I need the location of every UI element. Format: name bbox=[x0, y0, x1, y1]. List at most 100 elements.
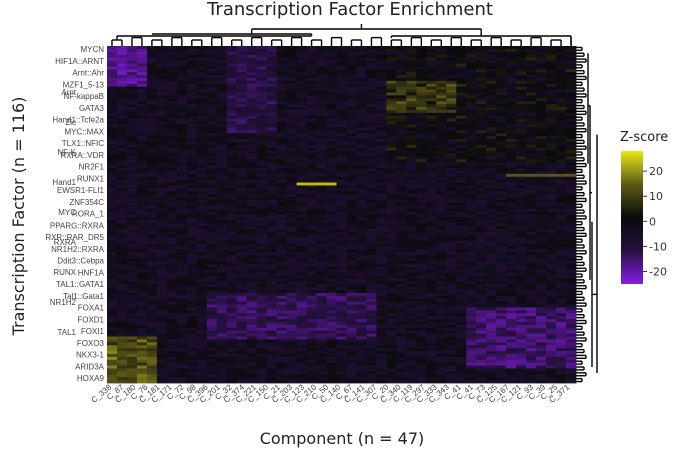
heatmap-cell bbox=[326, 260, 337, 265]
heatmap-cell bbox=[356, 191, 367, 195]
heatmap-cell bbox=[536, 124, 547, 128]
heatmap-cell bbox=[107, 83, 118, 88]
heatmap-cell bbox=[546, 211, 557, 215]
heatmap-cell bbox=[506, 324, 517, 329]
heatmap-cell bbox=[136, 159, 148, 163]
heatmap-cell bbox=[216, 182, 228, 186]
heatmap-cell bbox=[466, 255, 477, 259]
heatmap-cell bbox=[386, 127, 397, 131]
heatmap-cell bbox=[166, 109, 178, 114]
heatmap-cell bbox=[436, 298, 447, 303]
heatmap-cell bbox=[456, 60, 467, 64]
heatmap-cell bbox=[136, 321, 148, 326]
heatmap-cell bbox=[446, 301, 457, 305]
heatmap-cell bbox=[486, 313, 497, 317]
heatmap-cell bbox=[476, 260, 487, 265]
heatmap-cell bbox=[116, 255, 128, 259]
heatmap-cell bbox=[456, 98, 467, 102]
heatmap-cell bbox=[436, 208, 447, 212]
heatmap-cell bbox=[216, 109, 228, 114]
heatmap-cell bbox=[416, 147, 427, 151]
heatmap-cell bbox=[306, 153, 317, 157]
heatmap-cell bbox=[506, 295, 517, 300]
heatmap-cell bbox=[107, 275, 118, 279]
heatmap-cell bbox=[516, 188, 527, 192]
heatmap-cell bbox=[126, 292, 138, 297]
heatmap-cell bbox=[466, 179, 477, 183]
heatmap-cell bbox=[526, 144, 537, 149]
heatmap-cell bbox=[436, 51, 447, 56]
heatmap-cell bbox=[376, 89, 387, 93]
heatmap-cell bbox=[236, 153, 248, 157]
heatmap-cell bbox=[286, 162, 297, 166]
heatmap-cell bbox=[246, 226, 258, 230]
heatmap-cell bbox=[176, 104, 188, 108]
heatmap-cell bbox=[296, 63, 307, 67]
heatmap-cell bbox=[336, 333, 347, 337]
heatmap-cell bbox=[476, 95, 487, 99]
heatmap-cell bbox=[486, 237, 497, 242]
heatmap-cell bbox=[216, 179, 228, 183]
heatmap-cell bbox=[436, 226, 447, 230]
heatmap-cell bbox=[316, 330, 327, 335]
heatmap-cell bbox=[396, 307, 407, 311]
heatmap-cell bbox=[496, 269, 507, 274]
heatmap-cell bbox=[226, 226, 238, 230]
heatmap-cell bbox=[456, 156, 467, 160]
heatmap-cell bbox=[556, 287, 567, 291]
heatmap-cell bbox=[516, 260, 527, 265]
heatmap-cell bbox=[136, 98, 148, 102]
heatmap-cell bbox=[386, 234, 397, 239]
heatmap-cell bbox=[136, 144, 148, 149]
heatmap-cell bbox=[236, 258, 248, 262]
heatmap-cell bbox=[206, 89, 218, 93]
heatmap-cell bbox=[226, 194, 238, 198]
heatmap-cell bbox=[166, 77, 178, 82]
heatmap-cell bbox=[416, 243, 427, 247]
heatmap-cell bbox=[536, 304, 547, 308]
heatmap-cell bbox=[276, 80, 288, 85]
heatmap-cell bbox=[526, 319, 537, 323]
heatmap-cell bbox=[536, 234, 547, 239]
heatmap-cell bbox=[176, 263, 188, 268]
heatmap-cell bbox=[136, 284, 148, 288]
heatmap-cell bbox=[346, 95, 357, 99]
heatmap-cell bbox=[166, 124, 178, 128]
heatmap-cell bbox=[346, 319, 357, 323]
heatmap-cell bbox=[526, 86, 537, 90]
heatmap-cell bbox=[416, 263, 427, 268]
heatmap-cell bbox=[196, 333, 208, 337]
heatmap-cell bbox=[436, 162, 447, 166]
heatmap-cell bbox=[146, 170, 158, 175]
heatmap-cell bbox=[366, 310, 377, 314]
heatmap-cell bbox=[107, 176, 118, 181]
heatmap-cell bbox=[406, 290, 417, 294]
heatmap-cell bbox=[336, 46, 347, 50]
heatmap-cell bbox=[496, 138, 507, 143]
heatmap-cell bbox=[356, 214, 367, 218]
heatmap-cell bbox=[316, 324, 327, 329]
heatmap-cell bbox=[316, 89, 327, 93]
heatmap-cell bbox=[186, 188, 198, 192]
heatmap-cell bbox=[206, 153, 218, 157]
heatmap-cell bbox=[107, 304, 118, 308]
heatmap-cell bbox=[376, 321, 387, 326]
heatmap-cell bbox=[386, 275, 397, 279]
heatmap-cell bbox=[326, 80, 337, 85]
heatmap-cell bbox=[376, 80, 387, 85]
heatmap-cell bbox=[496, 115, 507, 120]
heatmap-cell bbox=[506, 130, 517, 134]
heatmap-cell bbox=[236, 199, 248, 204]
heatmap-cell bbox=[286, 101, 297, 105]
heatmap-cell bbox=[107, 295, 118, 300]
heatmap-cell bbox=[236, 327, 248, 332]
heatmap-cell bbox=[146, 83, 158, 88]
heatmap-cell bbox=[526, 284, 537, 288]
heatmap-cell bbox=[236, 269, 248, 274]
heatmap-cell bbox=[436, 153, 447, 157]
heatmap-cell bbox=[107, 272, 118, 276]
heatmap-cell bbox=[156, 80, 168, 85]
heatmap-cell bbox=[326, 121, 337, 125]
heatmap-cell bbox=[416, 284, 427, 288]
heatmap-cell bbox=[346, 330, 357, 335]
